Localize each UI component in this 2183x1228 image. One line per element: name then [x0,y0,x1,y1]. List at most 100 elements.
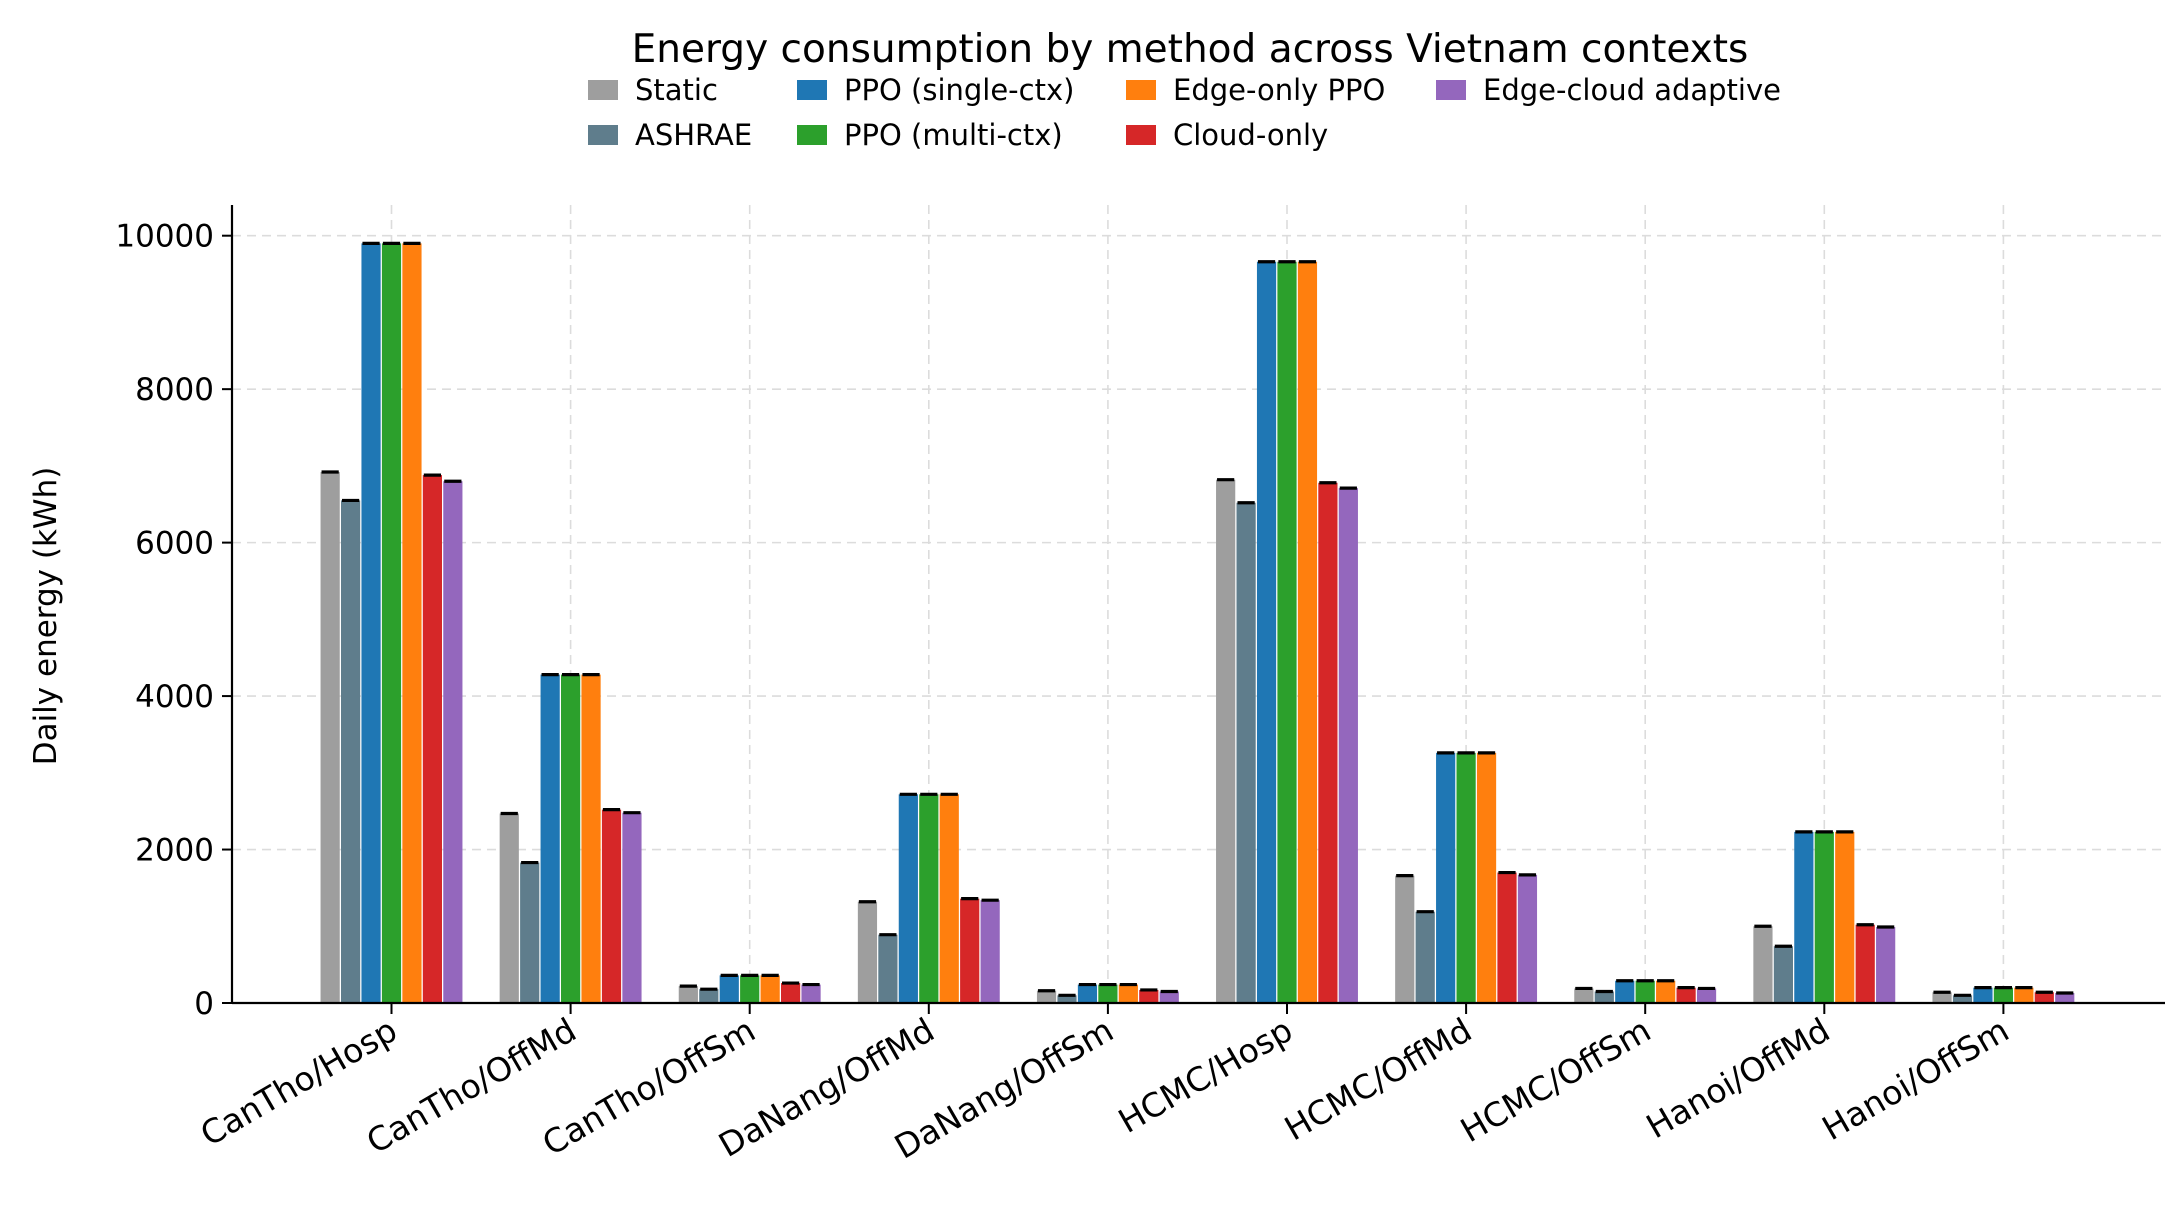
bar [1814,831,1834,1003]
bar [678,986,698,1003]
bar [1753,926,1773,1003]
bars [320,241,2075,1004]
legend-label: ASHRAE [635,118,752,152]
bar [939,794,959,1003]
bar [540,674,560,1003]
legend-label: Edge-cloud adaptive [1483,73,1781,107]
bar [601,809,622,1003]
bar [719,975,739,1003]
bar [1574,988,1594,1003]
bar [1676,987,1696,1003]
legend-item: Cloud-only [1126,118,1328,152]
bar [1993,987,2013,1003]
bar [1456,752,1476,1003]
bar [898,794,918,1003]
legend-label: PPO (single-ctx) [844,73,1074,107]
legend-item: PPO (multi-ctx) [797,118,1063,152]
legend-item: Edge-only PPO [1126,73,1385,107]
bar [1318,482,1338,1003]
bar [740,975,760,1003]
bar [1835,831,1855,1003]
legend-swatch [1126,80,1156,100]
bar [781,983,801,1003]
legend-swatch [588,125,618,145]
bar [960,898,980,1003]
legend-swatch [588,80,618,100]
bar [320,472,340,1003]
bar [760,975,780,1003]
bar [1277,261,1297,1003]
x-tick-label: HCMC/OffMd [1278,1010,1478,1148]
bar [381,243,402,1004]
y-tick-label: 4000 [135,679,214,715]
bar [1118,984,1138,1003]
legend-label: Cloud-only [1173,118,1328,152]
bar [561,674,581,1003]
y-tick-label: 6000 [135,526,214,562]
y-tick-label: 2000 [135,833,214,869]
legend-item: Edge-cloud adaptive [1436,73,1781,107]
bar [520,862,540,1003]
x-tick-label: HCMC/Hosp [1112,1010,1299,1141]
legend-item: Static [588,73,718,107]
legend-swatch [797,125,827,145]
bar [1952,995,1973,1003]
bar [341,500,361,1003]
bar [1932,992,1952,1003]
bar [2055,993,2075,1003]
y-axis-label: Daily energy (kWh) [28,467,64,766]
legend-item: PPO (single-ctx) [797,73,1074,107]
y-tick-label: 10000 [115,219,214,255]
x-tick-label: Hanoi/OffMd [1640,1010,1837,1146]
bar [1696,988,1717,1003]
bar [1497,872,1517,1003]
y-tick-label: 0 [194,986,214,1022]
bar [1436,752,1456,1003]
bar [1216,479,1236,1003]
bar [1415,911,1435,1003]
bar [1395,875,1415,1003]
x-tick-label: HCMC/OffSm [1454,1010,1657,1150]
bar [699,989,719,1003]
x-tick-label: Hanoi/OffSm [1816,1010,2016,1148]
bar [919,794,939,1003]
bar [422,475,442,1004]
bar [1297,261,1318,1003]
legend-swatch [1126,125,1156,145]
y-tick-label: 8000 [135,372,214,408]
legend-label: Static [635,73,718,107]
bar [2034,992,2054,1003]
legend: Static ASHRAE PPO (single-ctx) PPO (multi-c… [588,73,1781,152]
bar [801,984,821,1003]
legend-label: PPO (multi-ctx) [844,118,1063,152]
bar [1794,831,1814,1003]
bar [1973,987,1993,1003]
bar [1077,984,1098,1003]
bar [1338,488,1358,1003]
bar [1773,946,1793,1003]
bar [1139,989,1159,1003]
legend-label: Edge-only PPO [1173,73,1385,107]
legend-swatch [1436,80,1466,100]
bar [1256,261,1277,1003]
bar [2014,987,2034,1003]
bar [1615,980,1635,1003]
bar [1594,991,1614,1003]
bar [443,481,463,1003]
bar [1036,990,1057,1003]
bar [857,901,878,1003]
bar [878,934,898,1003]
bar [581,674,601,1003]
bar [1159,991,1179,1003]
bar [361,243,381,1004]
bar [499,813,519,1003]
bar [1855,924,1875,1003]
chart-title: Energy consumption by method across Viet… [632,27,1749,72]
bar [1057,995,1077,1003]
bar [1098,984,1118,1003]
bar [1876,927,1896,1003]
bar [622,812,642,1003]
legend-swatch [797,80,827,100]
bar [1656,980,1676,1003]
